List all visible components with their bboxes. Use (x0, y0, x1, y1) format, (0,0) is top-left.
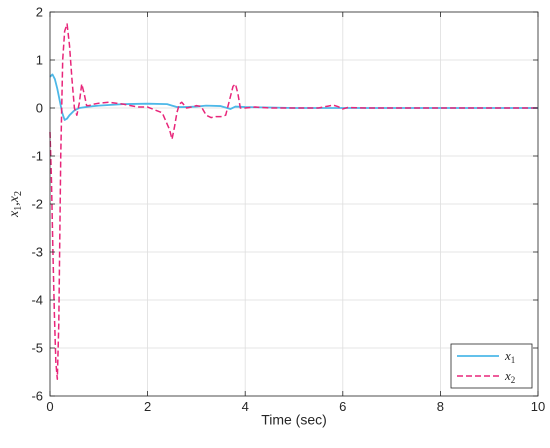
legend-entry-x2-sub: 2 (511, 375, 516, 385)
y-axis-label-sub2: 2 (13, 191, 24, 196)
y-axis-label: x1,x2 (7, 191, 24, 218)
ticks (49, 11, 539, 397)
x-tick-label: 4 (242, 399, 249, 414)
x-tick-label: 2 (144, 399, 151, 414)
y-tick-label: -5 (31, 341, 43, 356)
series-line-x2 (49, 23, 538, 380)
y-tick-label: -3 (31, 245, 43, 260)
y-tick-label: -4 (31, 293, 43, 308)
y-tick-label: 0 (36, 101, 43, 116)
legend-entry-x1-sub: 1 (511, 355, 516, 365)
legend-entry-x2-var: x (504, 368, 511, 383)
x-tick-label: 8 (437, 399, 444, 414)
y-axis-label-var1: x (7, 210, 22, 218)
series-layer (49, 23, 538, 380)
y-axis-label-sub1: 1 (13, 206, 24, 211)
tick-labels: 0 2 4 6 8 10 -6 -5 -4 -3 -2 -1 0 1 2 (31, 5, 545, 415)
y-tick-label: 1 (36, 53, 43, 68)
x-tick-label: 6 (339, 399, 346, 414)
x-axis-label: Time (sec) (261, 411, 327, 427)
y-tick-label: -6 (31, 389, 43, 404)
y-axis-label-sep: , (7, 202, 22, 206)
x-tick-label: 0 (46, 399, 53, 414)
legend: x1 x2 (450, 343, 533, 389)
legend-box (450, 343, 533, 389)
legend-entry-x2: x2 (504, 368, 515, 385)
x-tick-label: 10 (531, 399, 545, 414)
legend-entry-x1-var: x (504, 348, 511, 363)
y-tick-label: 2 (36, 5, 43, 20)
y-axis-label-var2: x (7, 195, 22, 203)
y-tick-label: -2 (31, 197, 43, 212)
legend-entry-x1: x1 (504, 348, 515, 365)
y-tick-label: -1 (31, 149, 43, 164)
